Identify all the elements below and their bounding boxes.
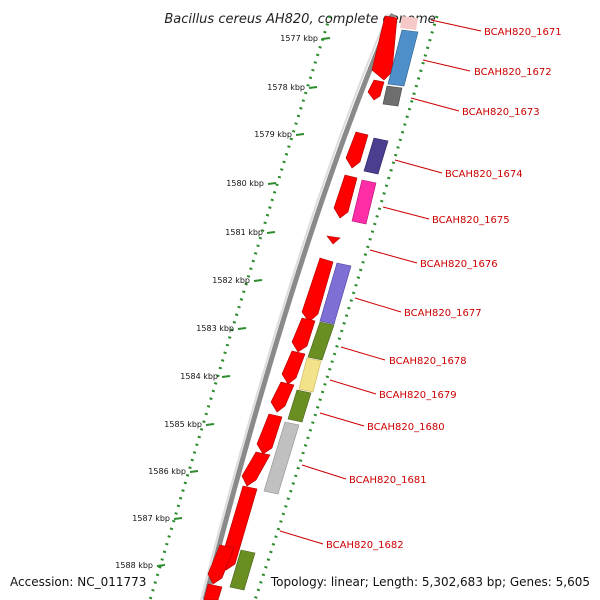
- gene-arrow[interactable]: [207, 544, 235, 585]
- feature-block[interactable]: [307, 321, 335, 361]
- gene-label[interactable]: BCAH820_1682: [326, 540, 404, 551]
- gene-label-group[interactable]: BCAH820_1671: [430, 19, 562, 38]
- gene-label-group[interactable]: BCAH820_1676: [369, 249, 498, 270]
- gene-arrow[interactable]: [256, 413, 283, 455]
- feature-block[interactable]: [287, 389, 312, 423]
- genome-title: Bacillus cereus AH820, complete genome: [164, 12, 435, 27]
- gene-label[interactable]: BCAH820_1680: [367, 422, 445, 433]
- gene-label[interactable]: BCAH820_1672: [474, 67, 552, 78]
- feature-block[interactable]: [298, 357, 322, 393]
- ruler-label: 1583 kbp: [196, 324, 234, 333]
- feature-block[interactable]: [319, 262, 352, 325]
- gene-arrow[interactable]: [333, 174, 358, 219]
- gene-label[interactable]: BCAH820_1676: [420, 259, 498, 270]
- genome-backbone: [202, 13, 396, 600]
- gene-label-group[interactable]: BCAH820_1681: [301, 464, 427, 486]
- gene-label[interactable]: BCAH820_1673: [462, 107, 540, 118]
- gene-arrow[interactable]: [326, 235, 341, 245]
- gene-arrow[interactable]: [367, 79, 385, 101]
- gene-label-group[interactable]: BCAH820_1673: [410, 97, 540, 118]
- gene-label-group[interactable]: BCAH820_1682: [279, 530, 404, 551]
- genome-backbone-highlight: [200, 13, 389, 600]
- gene-label[interactable]: BCAH820_1674: [445, 169, 523, 180]
- ruler-tick: 1583 kbp: [196, 324, 247, 333]
- gene-label[interactable]: BCAH820_1678: [389, 356, 467, 367]
- gene-arrow[interactable]: [203, 583, 223, 600]
- ruler-label: 1578 kbp: [267, 83, 305, 92]
- gene-arrow[interactable]: [301, 257, 334, 323]
- gene-label-group[interactable]: BCAH820_1672: [422, 59, 552, 78]
- ruler-label: 1579 kbp: [254, 130, 292, 139]
- ruler-label: 1587 kbp: [132, 514, 170, 523]
- gene-arrow[interactable]: [270, 381, 295, 413]
- gene-labels: BCAH820_1671 BCAH820_1672 BCAH820_1673 B…: [279, 19, 562, 551]
- feature-block[interactable]: [263, 421, 300, 495]
- gene-arrow[interactable]: [291, 317, 316, 353]
- ruler-label: 1588 kbp: [115, 561, 153, 570]
- feature-blocks-track: [229, 16, 419, 591]
- gene-label-group[interactable]: BCAH820_1679: [329, 379, 457, 401]
- genome-summary-text: Topology: linear; Length: 5,302,683 bp; …: [270, 575, 590, 589]
- gene-label-group[interactable]: BCAH820_1675: [382, 206, 510, 226]
- ruler-label: 1580 kbp: [226, 179, 264, 188]
- ruler-tick: 1588 kbp: [115, 561, 166, 570]
- gene-label[interactable]: BCAH820_1681: [349, 475, 427, 486]
- ruler-label: 1582 kbp: [212, 276, 250, 285]
- ruler-label: 1581 kbp: [225, 228, 263, 237]
- ruler-tick: 1581 kbp: [225, 228, 276, 237]
- gene-arrow[interactable]: [241, 451, 271, 487]
- gene-arrow[interactable]: [345, 131, 369, 169]
- feature-block[interactable]: [363, 137, 389, 175]
- feature-block[interactable]: [400, 16, 418, 30]
- gene-label-group[interactable]: BCAH820_1680: [319, 412, 445, 433]
- gene-arrows-track: [203, 15, 398, 600]
- feature-block[interactable]: [351, 179, 377, 225]
- gene-label-group[interactable]: BCAH820_1678: [340, 346, 467, 367]
- ruler-tick: 1578 kbp: [267, 83, 318, 92]
- accession-text: Accession: NC_011773: [10, 575, 146, 589]
- ruler-tick: 1585 kbp: [164, 420, 215, 429]
- ruler-tick: 1577 kbp: [280, 34, 331, 43]
- ruler-label: 1585 kbp: [164, 420, 202, 429]
- ruler-label: 1584 kbp: [180, 372, 218, 381]
- feature-block[interactable]: [387, 29, 419, 87]
- feature-block[interactable]: [229, 549, 256, 591]
- gene-arrow[interactable]: [371, 15, 398, 81]
- feature-block[interactable]: [382, 85, 403, 107]
- ruler-tick: 1586 kbp: [148, 467, 199, 476]
- gene-label[interactable]: BCAH820_1675: [432, 215, 510, 226]
- ruler-tick: 1580 kbp: [226, 179, 277, 188]
- gene-label-group[interactable]: BCAH820_1677: [354, 297, 482, 319]
- gene-label[interactable]: BCAH820_1679: [379, 390, 457, 401]
- ruler-label: 1577 kbp: [280, 34, 318, 43]
- gene-label[interactable]: BCAH820_1677: [404, 308, 482, 319]
- gene-label[interactable]: BCAH820_1671: [484, 27, 562, 38]
- ruler-tick: 1579 kbp: [254, 130, 305, 139]
- ruler-tick: 1587 kbp: [132, 514, 183, 523]
- ruler-label: 1586 kbp: [148, 467, 186, 476]
- ruler-tick: 1584 kbp: [180, 372, 231, 381]
- ruler-tick: 1582 kbp: [212, 276, 263, 285]
- gene-arrow[interactable]: [281, 350, 306, 385]
- ruler-ticks: 1577 kbp 1578 kbp 1579 kbp 1580 kbp 1581…: [115, 34, 331, 570]
- gene-label-group[interactable]: BCAH820_1674: [394, 159, 523, 180]
